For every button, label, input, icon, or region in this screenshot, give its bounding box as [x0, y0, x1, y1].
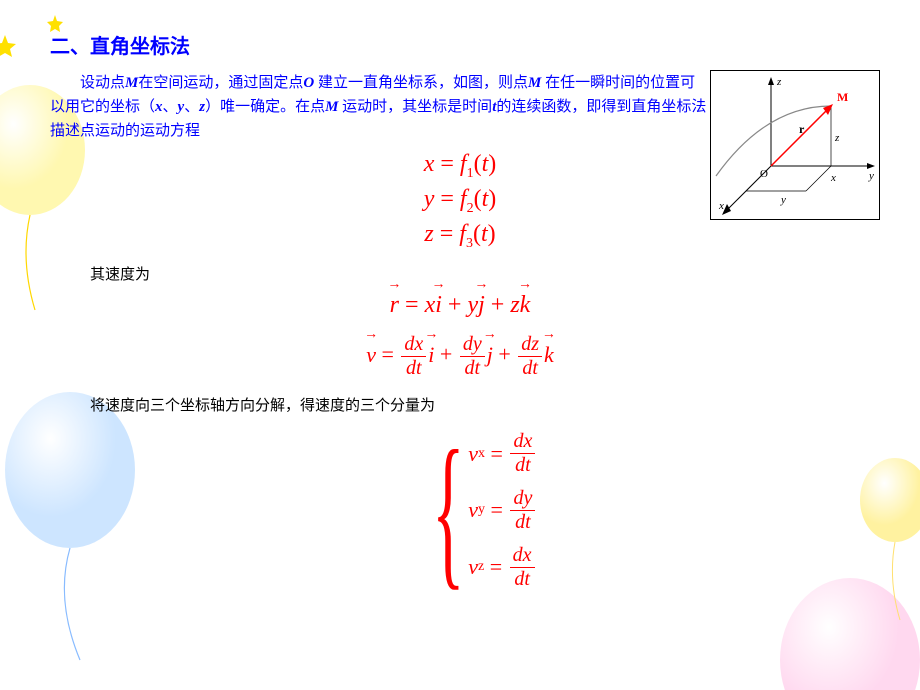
decompose-label: 将速度向三个坐标轴方向分解，得速度的三个分量为 [90, 394, 870, 415]
section-title: 二、直角坐标法 [50, 30, 870, 59]
svg-text:O: O [760, 168, 768, 180]
svg-text:z: z [834, 132, 840, 144]
velocity-vector-equation: v = dxdti + dydtj + dzdtk [50, 333, 870, 380]
velocity-components: { vx = dxdt vy = dydt vz = dxdt [50, 425, 870, 595]
svg-text:x: x [718, 200, 724, 212]
svg-text:M: M [837, 90, 848, 104]
svg-text:x: x [830, 172, 836, 184]
coordinate-diagram: z y x O z x y r M [710, 70, 880, 220]
intro-paragraph: 设动点M在空间运动，通过固定点O 建立一直角坐标系，如图，则点M 在任一瞬时间的… [50, 71, 710, 143]
svg-text:r: r [799, 122, 805, 136]
svg-text:y: y [868, 170, 874, 182]
position-vector-equation: r = xi + yj + zk [50, 292, 870, 319]
svg-text:z: z [776, 76, 782, 88]
svg-text:y: y [780, 194, 786, 206]
